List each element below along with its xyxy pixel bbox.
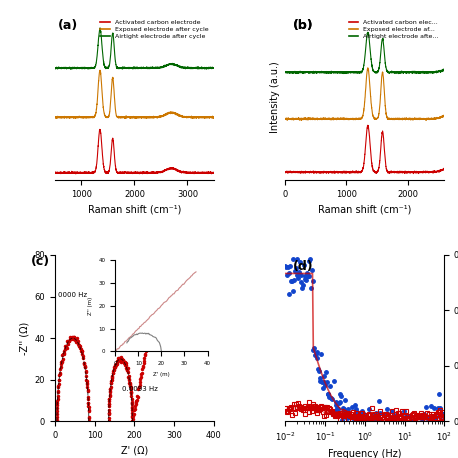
X-axis label: Raman shift (cm⁻¹): Raman shift (cm⁻¹) <box>318 204 411 214</box>
Text: 0000 Hz: 0000 Hz <box>58 292 87 298</box>
Y-axis label: -Z'' (Ω): -Z'' (Ω) <box>19 322 29 355</box>
X-axis label: Frequency (Hz): Frequency (Hz) <box>328 449 402 458</box>
Text: (b): (b) <box>293 19 314 32</box>
X-axis label: Z' (Ω): Z' (Ω) <box>121 446 148 456</box>
Text: (b): (b) <box>293 19 314 32</box>
X-axis label: Raman shift (cm⁻¹): Raman shift (cm⁻¹) <box>88 204 181 214</box>
Legend: Activated carbon elec..., Exposed electrode af..., Airtight electrode afte...: Activated carbon elec..., Exposed electr… <box>346 17 441 42</box>
Legend: Activated carbon electrode, Exposed electrode after cycle, Airtight electrode af: Activated carbon electrode, Exposed elec… <box>98 17 211 42</box>
Text: (c): (c) <box>31 255 50 268</box>
Text: 0.0093 Hz: 0.0093 Hz <box>122 387 158 393</box>
Text: (a): (a) <box>58 19 78 32</box>
Text: (d): (d) <box>293 260 314 273</box>
Y-axis label: Intensity (a.u.): Intensity (a.u.) <box>270 61 280 133</box>
